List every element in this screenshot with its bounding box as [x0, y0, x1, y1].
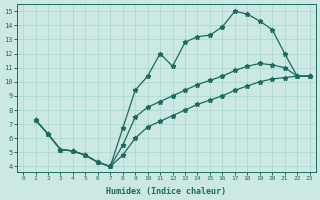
X-axis label: Humidex (Indice chaleur): Humidex (Indice chaleur)	[106, 187, 226, 196]
